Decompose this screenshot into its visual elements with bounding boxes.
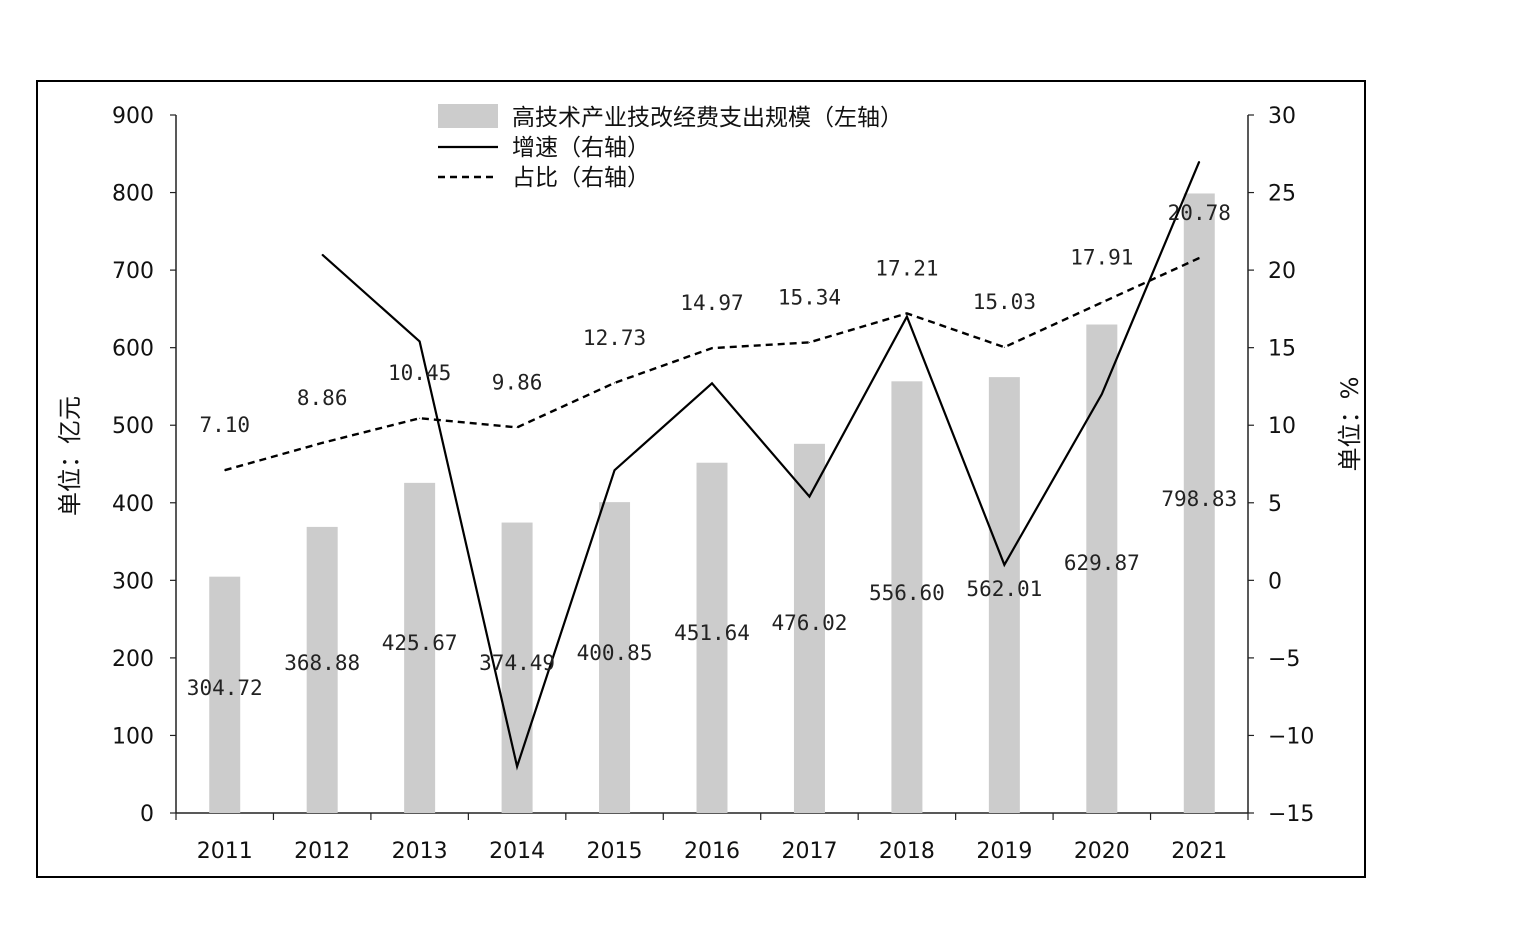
left-axis-tick-label: 900 [112, 104, 154, 129]
share-point [808, 341, 810, 343]
bar [1086, 324, 1118, 813]
bar [891, 381, 923, 813]
left-axis-tick-label: 500 [112, 414, 154, 439]
right-axis-tick-label: 30 [1268, 104, 1296, 129]
share-point [711, 347, 713, 349]
x-axis-tick-label: 2016 [684, 839, 740, 864]
combo-chart: 0 100 200 300 400 500 600 700 800 900 −15 −10 −5 0 5 10… [56, 104, 1364, 864]
bar-data-label: 556.60 [869, 581, 945, 605]
right-axis-tick-label: 25 [1268, 182, 1296, 207]
left-axis-tick-label: 700 [112, 259, 154, 284]
bar [1183, 193, 1215, 813]
share-data-label: 12.73 [583, 326, 646, 350]
share-data-label: 9.86 [492, 370, 543, 394]
share-point [906, 312, 908, 314]
share-data-label: 17.21 [875, 256, 938, 280]
left-axis-tick-label: 0 [140, 802, 154, 827]
axes: 0 100 200 300 400 500 600 700 800 900 −15 −10 −5 0 5 10… [56, 104, 1364, 864]
growth-point [614, 469, 616, 471]
right-axis-tick-label: 0 [1268, 569, 1282, 594]
x-axis-tick-label: 2014 [489, 839, 545, 864]
bar [793, 443, 825, 813]
share-data-label: 17.91 [1070, 246, 1133, 270]
bar-data-label: 798.83 [1161, 487, 1237, 511]
growth-point [1198, 161, 1200, 163]
growth-point [321, 254, 323, 256]
share-point [614, 382, 616, 384]
share-line [224, 256, 1200, 472]
legend-label-share: 占比（右轴） [512, 165, 650, 191]
share-point [1003, 346, 1005, 348]
share-data-label: 15.03 [973, 290, 1036, 314]
x-axis-tick-label: 2013 [392, 839, 448, 864]
share-point [1198, 257, 1200, 259]
right-axis-tick-label: 20 [1268, 259, 1296, 284]
growth-line [321, 161, 1201, 771]
bar [599, 502, 631, 813]
share-data-label: 10.45 [388, 361, 451, 385]
legend-swatch-bar [438, 104, 498, 128]
bar-series [209, 193, 1215, 813]
left-axis-title: 单位：亿元 [56, 396, 84, 516]
growth-point [711, 382, 713, 384]
share-point [419, 417, 421, 419]
x-axis-tick-label: 2019 [976, 839, 1032, 864]
right-axis-tick-label: −10 [1268, 724, 1314, 749]
growth-point [808, 496, 810, 498]
x-axis-tick-label: 2018 [879, 839, 935, 864]
left-axis-tick-label: 300 [112, 569, 154, 594]
growth-point [419, 340, 421, 342]
bar-data-label: 374.49 [479, 651, 555, 675]
right-axis-tick-label: 5 [1268, 492, 1282, 517]
left-axis-tick-label: 200 [112, 647, 154, 672]
x-axis-tick-label: 2017 [781, 839, 837, 864]
growth-point [906, 316, 908, 318]
share-data-label: 8.86 [297, 386, 348, 410]
bar [209, 576, 241, 813]
bar-data-label: 304.72 [187, 676, 263, 700]
left-axis-tick-label: 600 [112, 337, 154, 362]
right-axis-tick-label: 15 [1268, 337, 1296, 362]
bar-data-label: 562.01 [966, 577, 1042, 601]
x-axis-tick-label: 2011 [197, 839, 253, 864]
bar-data-label: 400.85 [577, 641, 653, 665]
growth-point [1003, 564, 1005, 566]
bar-data-label: 425.67 [382, 631, 458, 655]
x-axis-tick-label: 2012 [294, 839, 350, 864]
data-labels: 7.10 8.86 10.45 9.86 12.73 14.97 15.34 17.21 15.… [187, 201, 1237, 700]
growth-point [516, 765, 518, 767]
share-data-label: 15.34 [778, 285, 841, 309]
share-data-label: 20.78 [1168, 201, 1231, 225]
left-axis-tick-label: 100 [112, 724, 154, 749]
bar [306, 526, 338, 813]
share-point [1101, 302, 1103, 304]
left-axis-tick-label: 400 [112, 492, 154, 517]
legend-label-growth: 增速（右轴） [512, 135, 650, 161]
share-point [516, 426, 518, 428]
share-data-label: 7.10 [199, 413, 250, 437]
bar-data-label: 476.02 [772, 611, 848, 635]
bar [696, 462, 728, 813]
right-axis-tick-label: 10 [1268, 414, 1296, 439]
bar [404, 482, 436, 813]
bar-data-label: 629.87 [1064, 551, 1140, 575]
bar [988, 377, 1020, 813]
x-axis-tick-label: 2015 [587, 839, 643, 864]
right-axis-tick-label: −15 [1268, 802, 1314, 827]
line-series [224, 161, 1201, 771]
share-point [224, 469, 226, 471]
share-data-label: 14.97 [680, 291, 743, 315]
left-axis-tick-label: 800 [112, 182, 154, 207]
x-axis-tick-label: 2020 [1074, 839, 1130, 864]
share-point [321, 442, 323, 444]
right-axis-title: 单位：% [1336, 377, 1364, 472]
bar-data-label: 451.64 [674, 621, 750, 645]
bar-data-label: 368.88 [284, 651, 360, 675]
growth-point [1101, 393, 1103, 395]
right-axis-tick-label: −5 [1268, 647, 1300, 672]
chart-frame: 0 100 200 300 400 500 600 700 800 900 −15 −10 −5 0 5 10… [36, 80, 1366, 878]
legend-label-bar: 高技术产业技改经费支出规模（左轴） [512, 105, 903, 131]
x-axis-tick-label: 2021 [1171, 839, 1227, 864]
legend: 高技术产业技改经费支出规模（左轴） 增速（右轴） 占比（右轴） [438, 104, 903, 191]
